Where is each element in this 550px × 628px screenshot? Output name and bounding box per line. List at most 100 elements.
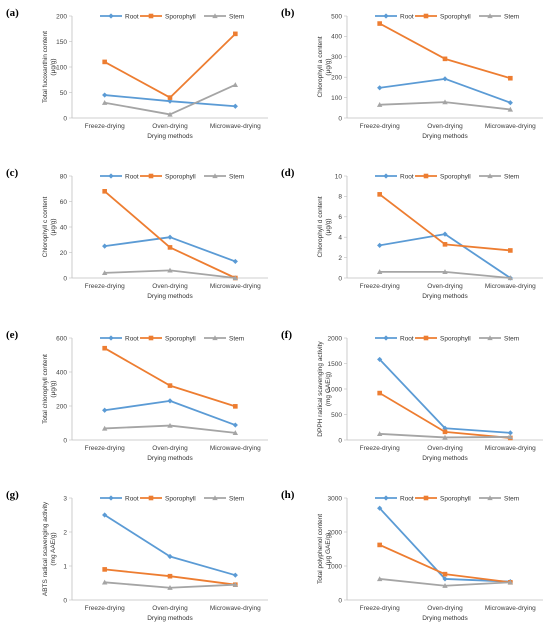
x-axis-title: Drying methods	[147, 293, 193, 300]
y-tick-label: 50	[60, 90, 68, 97]
legend-marker-sporophyll	[148, 173, 154, 179]
data-point-root	[442, 231, 448, 237]
legend-label-root: Root	[125, 173, 139, 180]
x-tick-label: Freeze-drying	[360, 445, 400, 452]
data-point-sporophyll	[102, 567, 107, 572]
x-tick-label: Microwave-drying	[485, 445, 536, 452]
x-tick-label: Freeze-drying	[360, 605, 400, 612]
y-tick-label: 200	[331, 75, 342, 82]
data-point-root	[167, 98, 173, 104]
data-point-root	[442, 76, 448, 82]
legend-label-stem: Stem	[504, 335, 519, 342]
y-tick-label: 100	[331, 95, 342, 102]
data-point-stem	[507, 106, 514, 112]
legend-label-stem: Stem	[504, 495, 519, 502]
series-line-root	[379, 77, 511, 104]
x-tick-label: Freeze-drying	[85, 123, 125, 130]
x-axis-title: Drying methods	[422, 455, 468, 462]
data-point-stem	[507, 434, 514, 440]
legend-label-root: Root	[400, 173, 414, 180]
y-tick-label: 40	[60, 224, 68, 231]
y-axis-title: Total fucoxanthin content	[42, 31, 49, 103]
y-axis-title: Chlorophyll d content	[317, 196, 324, 257]
data-point-sporophyll	[442, 571, 448, 577]
data-point-root	[167, 234, 173, 240]
data-point-root	[442, 576, 448, 582]
y-tick-label: 200	[56, 13, 67, 20]
x-axis-title: Drying methods	[422, 615, 468, 622]
data-point-sporophyll	[377, 21, 382, 26]
y-axis-unit: (μg/g)	[50, 58, 57, 75]
chart-panel: (d) 0 2 4 6 8 10 Freeze-drying Oven-drying Microw…	[281, 167, 543, 300]
chart-panel: (f) 0 500 1000 1500 2000 Freeze-drying Oven-dry…	[281, 329, 543, 462]
data-point-stem	[376, 431, 383, 437]
y-tick-label: 100	[56, 64, 67, 71]
y-tick-label: 0	[338, 275, 342, 282]
legend-marker-stem	[212, 173, 218, 179]
data-point-stem	[507, 275, 514, 281]
data-point-sporophyll	[377, 390, 382, 396]
data-point-stem	[101, 100, 108, 105]
y-tick-label: 3000	[328, 495, 343, 502]
data-point-sporophyll	[442, 429, 448, 435]
y-tick-label: 0	[63, 597, 67, 604]
data-point-sporophyll	[233, 404, 238, 409]
x-tick-label: Freeze-drying	[85, 283, 125, 290]
data-point-sporophyll	[167, 383, 173, 388]
y-axis-unit: (μg/g)	[325, 218, 332, 235]
x-tick-label: Microwave-drying	[485, 605, 536, 612]
y-tick-label: 0	[338, 597, 342, 604]
x-tick-label: Microwave-drying	[210, 123, 261, 130]
data-point-stem	[232, 82, 239, 88]
data-point-stem	[376, 269, 383, 275]
legend-marker-root	[383, 495, 389, 501]
data-point-stem	[442, 99, 448, 105]
y-tick-label: 10	[335, 173, 343, 180]
y-tick-label: 0	[338, 115, 342, 122]
y-tick-label: 6	[338, 214, 342, 221]
legend-label-root: Root	[400, 13, 414, 20]
data-point-root	[102, 407, 108, 413]
legend-marker-root	[383, 335, 389, 341]
legend-marker-sporophyll	[148, 13, 154, 19]
x-tick-label: Oven-drying	[427, 123, 463, 130]
y-tick-label: 300	[331, 54, 342, 61]
y-tick-label: 600	[56, 335, 67, 342]
x-tick-label: Oven-drying	[427, 445, 463, 452]
data-point-sporophyll	[102, 189, 107, 194]
y-tick-label: 150	[56, 39, 67, 46]
chart-panel: (g) 0 1 2 3 Freeze-drying Oven-drying Microwave…	[6, 489, 268, 622]
legend-label-root: Root	[125, 13, 139, 20]
legend-label-sporophyll: Sporophyll	[440, 335, 471, 342]
legend-marker-stem	[212, 495, 218, 501]
legend-marker-sporophyll	[423, 335, 429, 341]
y-tick-label: 1	[63, 563, 67, 570]
y-tick-label: 500	[331, 412, 342, 419]
legend-label-stem: Stem	[229, 495, 244, 502]
y-axis-unit: (mg GAE/g)	[325, 372, 332, 406]
x-tick-label: Freeze-drying	[85, 605, 125, 612]
x-tick-label: Microwave-drying	[485, 283, 536, 290]
panel-label: (f)	[281, 329, 292, 341]
y-tick-label: 0	[63, 115, 67, 122]
data-point-sporophyll	[102, 59, 107, 65]
legend-marker-sporophyll	[423, 173, 429, 179]
data-point-stem	[167, 422, 173, 428]
legend-label-root: Root	[400, 495, 414, 502]
y-tick-label: 80	[60, 173, 68, 180]
y-tick-label: 1000	[328, 563, 343, 570]
series-line-root	[104, 399, 236, 426]
legend-marker-sporophyll	[148, 335, 154, 341]
x-tick-label: Oven-drying	[427, 283, 463, 290]
y-tick-label: 400	[56, 369, 67, 376]
series-line-root	[104, 514, 236, 577]
y-axis-unit: (μg/g)	[50, 380, 57, 397]
y-axis-unit: (mg AAE/g)	[50, 532, 57, 565]
y-tick-label: 2000	[328, 335, 343, 342]
panel-label: (c)	[6, 167, 19, 179]
y-axis-title: Total polyphenol content	[317, 514, 324, 584]
series-line-sporophyll	[104, 33, 236, 99]
panel-label: (d)	[281, 167, 295, 179]
y-tick-label: 2	[63, 529, 67, 536]
